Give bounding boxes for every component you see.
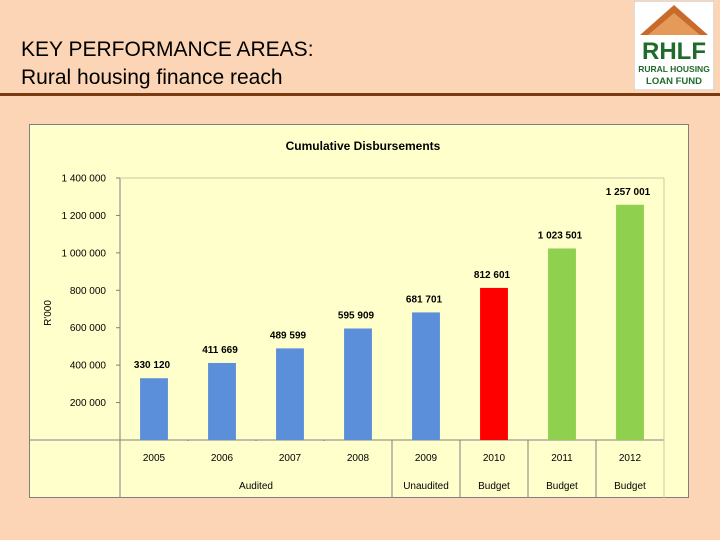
bar-2012 [616, 204, 644, 440]
data-label-2010: 812 601 [474, 270, 511, 281]
status-group-label: Budget [614, 481, 646, 492]
bar-2008 [344, 328, 372, 440]
bar-2005 [140, 378, 168, 440]
y-tick-label: 1 000 000 [62, 248, 107, 259]
y-axis-title: R'000 [43, 300, 54, 326]
data-label-2006: 411 669 [202, 345, 238, 356]
slide-title-line1: KEY PERFORMANCE AREAS: [21, 38, 314, 61]
data-label-2007: 489 599 [270, 330, 307, 341]
slide-title-line2: Rural housing finance reach [21, 66, 283, 89]
category-label-2009: 2009 [415, 453, 438, 464]
title-divider [0, 93, 720, 96]
category-label-2011: 2011 [551, 453, 573, 464]
status-group-label: Audited [239, 481, 273, 492]
category-label-2005: 2005 [143, 453, 166, 464]
y-tick-label: 1 200 000 [62, 211, 107, 222]
plot-area: 200 000 400 000 600 000 800 000 1 000 000 1 2… [30, 174, 665, 498]
slide-title: KEY PERFORMANCE AREAS: Rural housing fin… [21, 36, 314, 92]
category-label-2012: 2012 [619, 453, 642, 464]
bar-2010 [480, 287, 508, 440]
category-label-2007: 2007 [279, 453, 302, 464]
bar-chart: Cumulative Disbursements R'000 200 000 40… [30, 139, 665, 498]
bar-2009 [412, 312, 440, 440]
bar-2007 [276, 348, 304, 440]
status-group-label: Budget [478, 481, 510, 492]
logo-abbrev: RHLF [642, 38, 706, 65]
data-label-2005: 330 120 [134, 360, 171, 371]
chart-title: Cumulative Disbursements [286, 139, 441, 153]
y-tick-label: 400 000 [70, 361, 107, 372]
chart-frame: Cumulative Disbursements R'000 200 000 40… [29, 124, 689, 498]
y-tick-label: 600 000 [70, 323, 107, 334]
bar-2011 [548, 248, 576, 440]
bar-2006 [208, 362, 236, 440]
y-tick-label: 1 400 000 [62, 174, 107, 185]
logo-line2: LOAN FUND [646, 76, 702, 87]
status-group-label: Unaudited [403, 481, 449, 492]
data-label-2009: 681 701 [406, 294, 443, 305]
rhlf-logo: RHLF RURAL HOUSING LOAN FUND [634, 1, 714, 90]
y-tick-label: 200 000 [70, 398, 107, 409]
data-label-2012: 1 257 001 [606, 187, 651, 198]
category-label-2006: 2006 [211, 453, 234, 464]
data-label-2011: 1 023 501 [538, 230, 583, 241]
logo-line1: RURAL HOUSING [638, 64, 710, 74]
category-label-2010: 2010 [483, 453, 506, 464]
category-label-2008: 2008 [347, 453, 370, 464]
data-label-2008: 595 909 [338, 310, 375, 321]
status-group-label: Budget [546, 481, 578, 492]
y-tick-label: 800 000 [70, 286, 107, 297]
